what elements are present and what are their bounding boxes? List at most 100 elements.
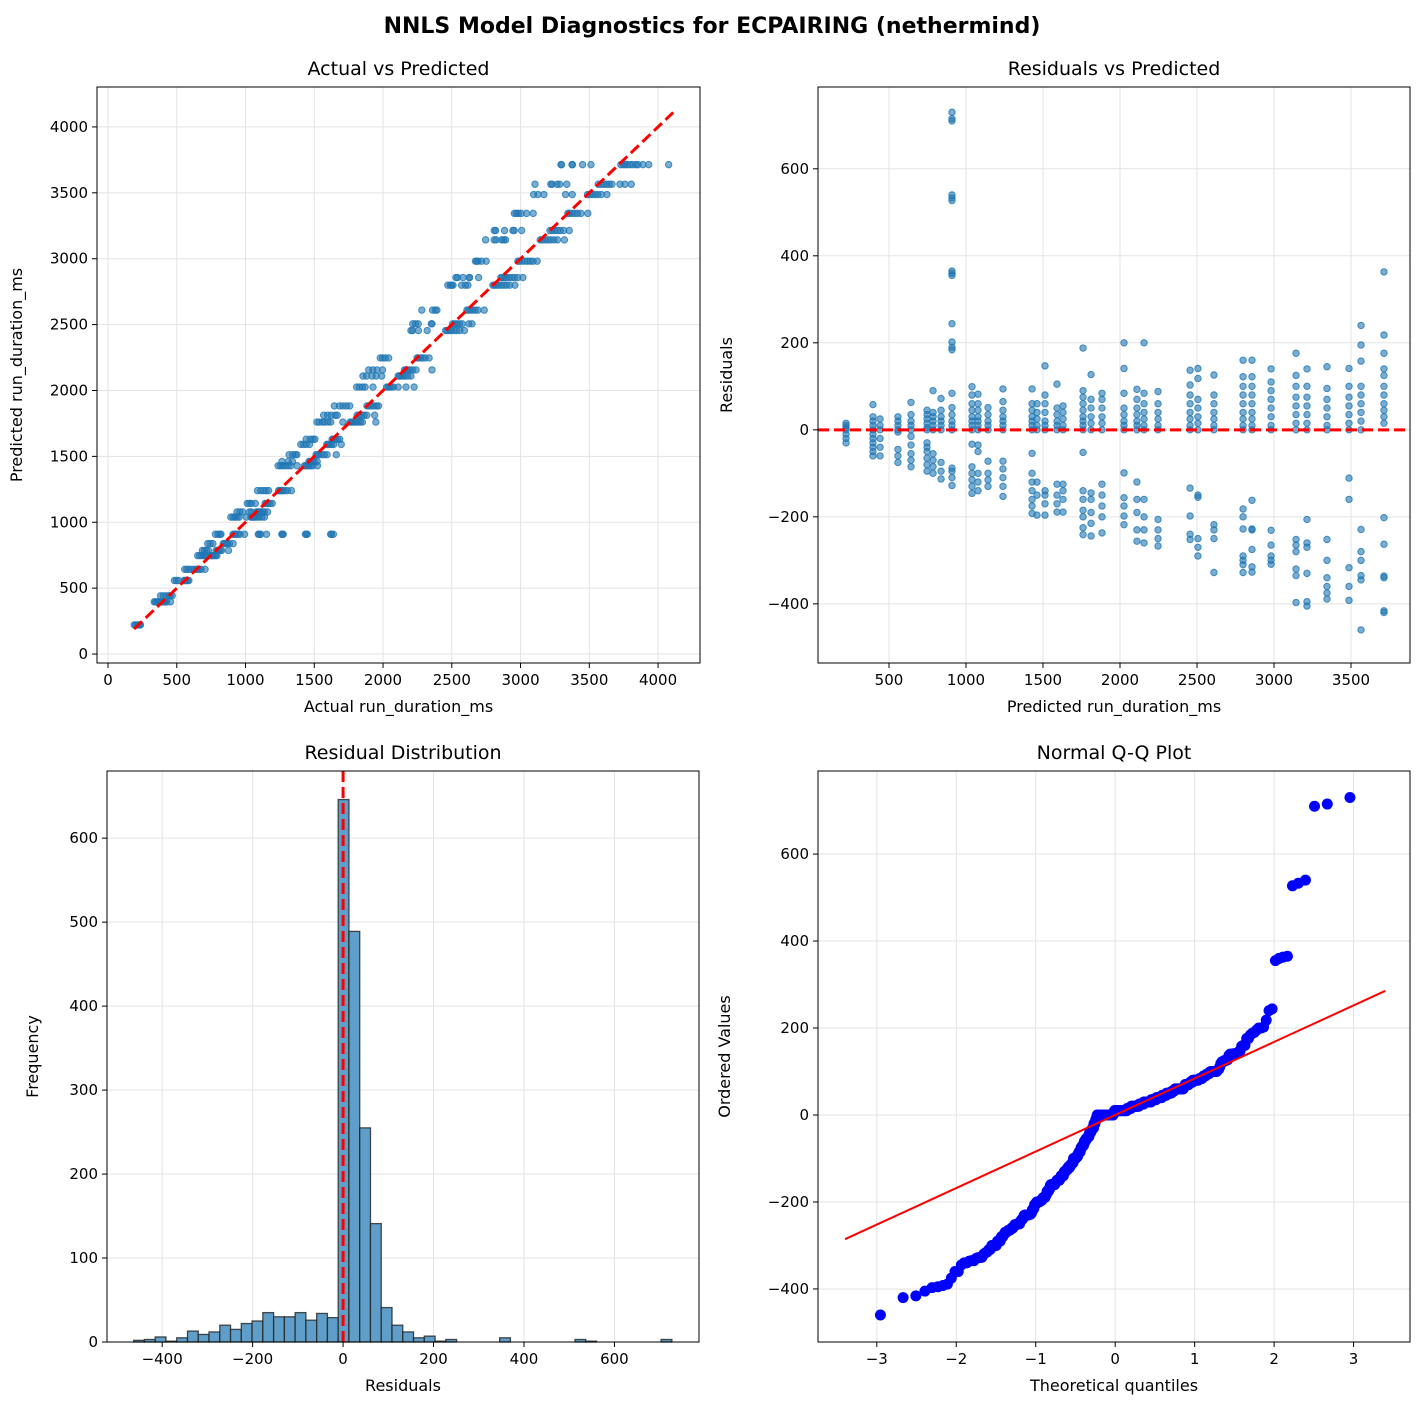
data-point — [1154, 400, 1162, 408]
data-point — [937, 394, 945, 403]
data-point — [1087, 404, 1095, 412]
y-tick-label: −400 — [768, 1280, 809, 1298]
data-point — [311, 435, 319, 443]
data-point — [1345, 564, 1353, 572]
histogram-bar — [283, 1316, 296, 1343]
histogram-bar — [208, 1331, 221, 1343]
data-point — [459, 273, 467, 282]
data-point — [1079, 506, 1087, 514]
data-point — [999, 457, 1007, 465]
data-point — [293, 462, 301, 470]
x-tick-label: 4000 — [639, 671, 677, 689]
data-point — [369, 383, 377, 391]
data-point — [412, 366, 420, 374]
data-point — [531, 180, 539, 188]
y-tick-label: 300 — [69, 1081, 98, 1099]
data-point — [1357, 556, 1365, 565]
data-point — [474, 273, 483, 282]
data-point — [1345, 582, 1353, 591]
data-point — [584, 209, 592, 218]
data-point — [279, 530, 287, 538]
data-point — [1079, 400, 1087, 408]
x-tick-label: 2000 — [1101, 671, 1139, 689]
data-point — [166, 598, 175, 606]
data-point — [1357, 547, 1365, 556]
data-point — [1059, 415, 1067, 423]
data-point — [1210, 421, 1218, 430]
y-tick-label: 0 — [799, 1106, 809, 1124]
histogram-bar — [262, 1311, 275, 1343]
y-tick-label: 200 — [780, 1019, 809, 1037]
data-point — [1186, 484, 1194, 492]
data-point — [1267, 404, 1275, 412]
data-point — [556, 180, 564, 188]
data-point — [664, 160, 673, 169]
marks — [818, 108, 1410, 634]
y-tick-label: 4000 — [50, 118, 88, 136]
x-tick-label: 400 — [510, 1350, 539, 1368]
data-point — [1154, 408, 1162, 417]
data-point — [1267, 386, 1275, 395]
data-point — [1357, 417, 1365, 425]
data-point — [468, 320, 476, 328]
x-tick-label: 3 — [1349, 1350, 1359, 1368]
data-point — [358, 418, 367, 426]
data-point — [1133, 495, 1141, 504]
data-point — [929, 450, 937, 458]
data-point — [1133, 478, 1141, 486]
data-point — [1323, 535, 1331, 544]
data-point — [1120, 417, 1128, 425]
y-tick-label: 3000 — [50, 250, 88, 268]
data-point — [1028, 469, 1036, 478]
data-point — [1098, 389, 1106, 397]
data-point — [929, 408, 937, 417]
data-point — [238, 508, 247, 516]
y-tick-label: −200 — [768, 508, 809, 526]
data-point — [464, 281, 472, 289]
data-point — [1210, 391, 1218, 399]
data-point — [1028, 487, 1036, 495]
x-tick-label: 0 — [103, 671, 113, 689]
qq-point — [1260, 1014, 1272, 1026]
data-point — [1154, 534, 1162, 543]
data-point — [968, 463, 976, 471]
x-tick-label: 3000 — [1255, 671, 1293, 689]
y-tick-label: 600 — [780, 845, 809, 863]
data-point — [278, 457, 286, 466]
y-tick-label: 600 — [69, 829, 98, 847]
data-point — [937, 458, 945, 467]
data-point — [529, 209, 537, 218]
data-point — [1323, 574, 1331, 582]
qq-point — [1321, 798, 1333, 810]
data-point — [876, 443, 884, 451]
data-point — [1323, 582, 1331, 591]
y-tick-label: −200 — [768, 1193, 809, 1211]
data-point — [968, 400, 976, 408]
data-point — [1248, 563, 1256, 571]
data-point — [1303, 382, 1311, 391]
data-point — [1248, 391, 1256, 399]
data-point — [1033, 400, 1041, 408]
y-axis-label: Frequency — [23, 1015, 42, 1098]
data-point — [553, 236, 562, 244]
data-point — [894, 445, 902, 454]
subplot-4: −3 −2 −1 0 1 2 3 −400 −200 0 200 400 600 Normal Q-Q P… — [715, 742, 1411, 1395]
data-point — [1079, 530, 1087, 539]
data-point — [984, 457, 992, 465]
data-point — [937, 467, 945, 475]
subplot-title: Normal Q-Q Plot — [1037, 742, 1192, 764]
data-point — [1033, 415, 1041, 423]
data-point — [1186, 408, 1194, 417]
data-point — [1194, 404, 1202, 412]
data-point — [1098, 502, 1106, 510]
data-point — [929, 456, 937, 464]
data-point — [1140, 513, 1148, 521]
marks — [130, 111, 675, 631]
data-point — [480, 306, 488, 314]
x-tick-label: 2500 — [1178, 671, 1216, 689]
data-point — [449, 281, 457, 289]
data-point — [482, 257, 490, 265]
data-point — [1345, 382, 1353, 391]
data-point — [1194, 374, 1202, 383]
